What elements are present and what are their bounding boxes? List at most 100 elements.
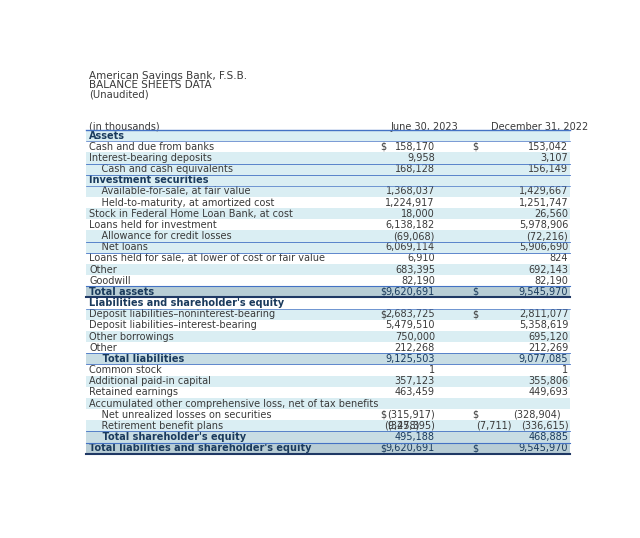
Text: Retirement benefit plans: Retirement benefit plans	[90, 421, 223, 431]
Bar	[86, 264, 570, 275]
Bar	[86, 443, 570, 454]
Text: 6,910: 6,910	[407, 253, 435, 264]
Bar	[86, 130, 570, 141]
Text: Available-for-sale, at fair value: Available-for-sale, at fair value	[90, 187, 251, 196]
Text: 468,885: 468,885	[528, 432, 568, 442]
Text: 9,620,691: 9,620,691	[386, 287, 435, 297]
Bar	[86, 175, 570, 186]
Text: $: $	[381, 410, 387, 420]
Bar	[86, 208, 570, 220]
Text: 9,545,970: 9,545,970	[519, 287, 568, 297]
Text: 168,128: 168,128	[395, 164, 435, 174]
Text: 9,958: 9,958	[407, 153, 435, 163]
Text: Interest-bearing deposits: Interest-bearing deposits	[90, 153, 212, 163]
Text: BALANCE SHEETS DATA: BALANCE SHEETS DATA	[90, 80, 212, 90]
Bar	[86, 342, 570, 353]
Text: Total liabilities and shareholder's equity: Total liabilities and shareholder's equi…	[90, 443, 312, 453]
Text: Net unrealized losses on securities: Net unrealized losses on securities	[90, 410, 272, 420]
Text: December 31, 2022: December 31, 2022	[491, 122, 588, 131]
Text: Total liabilities: Total liabilities	[90, 354, 184, 364]
Bar	[86, 230, 570, 242]
Text: $: $	[472, 443, 478, 453]
Text: Total shareholder's equity: Total shareholder's equity	[90, 432, 246, 442]
Text: Held-to-maturity, at amortized cost: Held-to-maturity, at amortized cost	[90, 197, 275, 208]
Bar	[86, 309, 570, 320]
Text: 5,978,906: 5,978,906	[519, 220, 568, 230]
Text: $: $	[381, 287, 387, 297]
Text: Other: Other	[90, 343, 117, 353]
Text: 5,358,619: 5,358,619	[519, 321, 568, 330]
Text: 695,120: 695,120	[528, 331, 568, 342]
Text: $: $	[472, 309, 478, 319]
Text: Loans held for sale, at lower of cost or fair value: Loans held for sale, at lower of cost or…	[90, 253, 325, 264]
Text: Common stock: Common stock	[90, 365, 162, 375]
Text: 156,149: 156,149	[528, 164, 568, 174]
Bar	[86, 186, 570, 197]
Text: 2,683,725: 2,683,725	[385, 309, 435, 319]
Bar	[86, 376, 570, 387]
Bar	[86, 220, 570, 230]
Bar	[86, 409, 570, 420]
Bar	[86, 164, 570, 175]
Text: 9,077,085: 9,077,085	[519, 354, 568, 364]
Text: Net loans: Net loans	[90, 242, 148, 252]
Text: Additional paid-in capital: Additional paid-in capital	[90, 376, 211, 386]
Text: 26,560: 26,560	[534, 209, 568, 219]
Text: 158,170: 158,170	[395, 141, 435, 152]
Text: 212,268: 212,268	[395, 343, 435, 353]
Text: (69,068): (69,068)	[394, 231, 435, 241]
Text: 1: 1	[429, 365, 435, 375]
Text: 1: 1	[562, 365, 568, 375]
Text: 495,188: 495,188	[395, 432, 435, 442]
Text: 3,107: 3,107	[541, 153, 568, 163]
Bar	[86, 353, 570, 364]
Text: (328,904): (328,904)	[513, 410, 561, 420]
Text: 357,123: 357,123	[395, 376, 435, 386]
Text: 355,806: 355,806	[528, 376, 568, 386]
Text: June 30, 2023: June 30, 2023	[390, 122, 458, 131]
Text: Accumulated other comprehensive loss, net of tax benefits: Accumulated other comprehensive loss, ne…	[90, 399, 379, 408]
Text: 212,269: 212,269	[528, 343, 568, 353]
Text: (72,216): (72,216)	[527, 231, 568, 241]
Text: 82,190: 82,190	[534, 276, 568, 286]
Text: 9,125,503: 9,125,503	[385, 354, 435, 364]
Text: Retained earnings: Retained earnings	[90, 387, 179, 398]
Text: 9,620,691: 9,620,691	[386, 443, 435, 453]
Text: (315,917): (315,917)	[387, 410, 435, 420]
Bar	[86, 275, 570, 286]
Text: Goodwill: Goodwill	[90, 276, 131, 286]
Text: (325,395): (325,395)	[387, 421, 435, 431]
Text: 82,190: 82,190	[401, 276, 435, 286]
Text: 692,143: 692,143	[528, 265, 568, 274]
Text: Deposit liabilities–noninterest-bearing: Deposit liabilities–noninterest-bearing	[90, 309, 275, 319]
Text: Allowance for credit losses: Allowance for credit losses	[90, 231, 232, 241]
Text: 683,395: 683,395	[395, 265, 435, 274]
Text: (Unaudited): (Unaudited)	[90, 89, 149, 99]
Text: 5,906,690: 5,906,690	[519, 242, 568, 252]
Text: (in thousands): (in thousands)	[90, 122, 160, 131]
Text: Stock in Federal Home Loan Bank, at cost: Stock in Federal Home Loan Bank, at cost	[90, 209, 293, 219]
Text: $: $	[381, 309, 387, 319]
Text: 1,251,747: 1,251,747	[518, 197, 568, 208]
Text: 6,069,114: 6,069,114	[386, 242, 435, 252]
Text: 9,545,970: 9,545,970	[519, 443, 568, 453]
Bar	[86, 398, 570, 409]
Bar	[86, 197, 570, 208]
Bar	[86, 431, 570, 443]
Text: $: $	[472, 287, 478, 297]
Bar	[86, 253, 570, 264]
Text: Other borrowings: Other borrowings	[90, 331, 174, 342]
Text: 824: 824	[550, 253, 568, 264]
Text: 18,000: 18,000	[401, 209, 435, 219]
Bar	[86, 420, 570, 431]
Text: Other: Other	[90, 265, 117, 274]
Bar	[86, 320, 570, 331]
Text: $: $	[381, 141, 387, 152]
Bar	[86, 141, 570, 152]
Text: 2,811,077: 2,811,077	[519, 309, 568, 319]
Text: (7,711): (7,711)	[476, 421, 511, 431]
Text: American Savings Bank, F.S.B.: American Savings Bank, F.S.B.	[90, 70, 248, 81]
Bar	[86, 387, 570, 398]
Text: 1,224,917: 1,224,917	[385, 197, 435, 208]
Text: 463,459: 463,459	[395, 387, 435, 398]
